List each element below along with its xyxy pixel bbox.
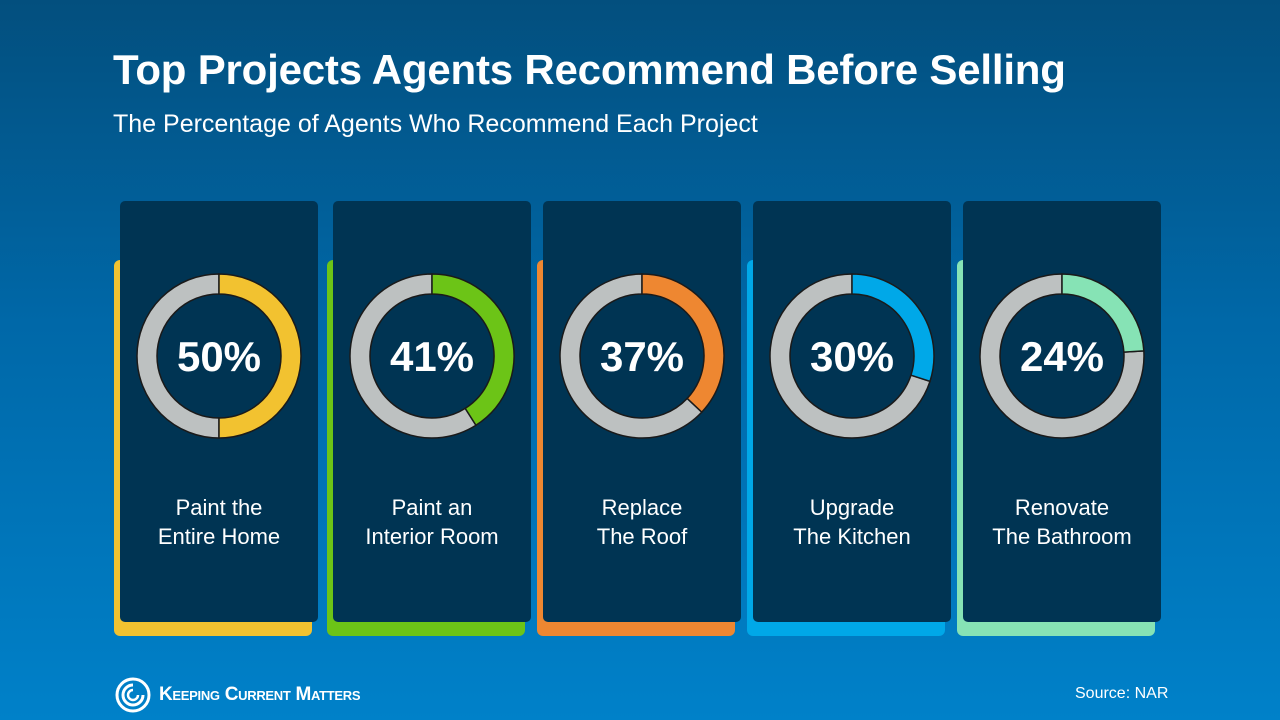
project-label: Upgrade The Kitchen: [753, 493, 951, 551]
project-label: Renovate The Bathroom: [963, 493, 1161, 551]
project-label-line: The Kitchen: [793, 524, 911, 549]
project-label-line: Renovate: [1014, 495, 1110, 520]
donut-card: 30% Upgrade The Kitchen: [753, 201, 951, 622]
percent-label: 24%: [1019, 333, 1105, 380]
project-label-line: Entire Home: [157, 524, 281, 549]
donut-value-segment: [218, 273, 302, 439]
project-label-line: Replace: [601, 495, 683, 520]
donut-card: 41% Paint an Interior Room: [333, 201, 531, 622]
project-label: Replace The Roof: [543, 493, 741, 551]
page-subtitle: The Percentage of Agents Who Recommend E…: [113, 110, 758, 138]
donut-card: 37% Replace The Roof: [543, 201, 741, 622]
project-label-line: The Bathroom: [992, 524, 1132, 549]
donut-value-segment: [1061, 273, 1145, 353]
project-label-line: The Roof: [596, 524, 688, 549]
project-label: Paint the Entire Home: [120, 493, 318, 551]
donut-remainder-segment: [136, 273, 220, 439]
project-label-line: Upgrade: [809, 495, 895, 520]
donut-chart: [349, 273, 515, 439]
donut-chart: [559, 273, 725, 439]
percent-label: 50%: [176, 333, 262, 380]
donut-remainder-segment: [349, 273, 477, 439]
logo: Keeping Current Matters: [115, 677, 361, 713]
donut-value-segment: [431, 273, 515, 427]
project-label-line: Paint an: [391, 495, 473, 520]
donut-chart: [136, 273, 302, 439]
swirl-logo-icon: [115, 677, 151, 713]
donut-card: 50% Paint the Entire Home: [120, 201, 318, 622]
percent-label: 37%: [599, 333, 685, 380]
project-label-line: Interior Room: [365, 524, 499, 549]
donut-remainder-segment: [559, 273, 703, 439]
donut-value-segment: [641, 273, 725, 414]
donut-remainder-segment: [769, 273, 931, 439]
project-label: Paint an Interior Room: [333, 493, 531, 551]
percent-label: 41%: [389, 333, 475, 380]
donut-chart: [769, 273, 935, 439]
source-note: Source: NAR: [1075, 685, 1169, 702]
donut-card: 24% Renovate The Bathroom: [963, 201, 1161, 622]
donut-value-segment: [851, 273, 935, 383]
donut-chart: [979, 273, 1145, 439]
logo-text: Keeping Current Matters: [159, 684, 361, 705]
donut-remainder-segment: [979, 273, 1145, 439]
project-label-line: Paint the: [175, 495, 263, 520]
percent-label: 30%: [809, 333, 895, 380]
page-title: Top Projects Agents Recommend Before Sel…: [113, 46, 1066, 93]
